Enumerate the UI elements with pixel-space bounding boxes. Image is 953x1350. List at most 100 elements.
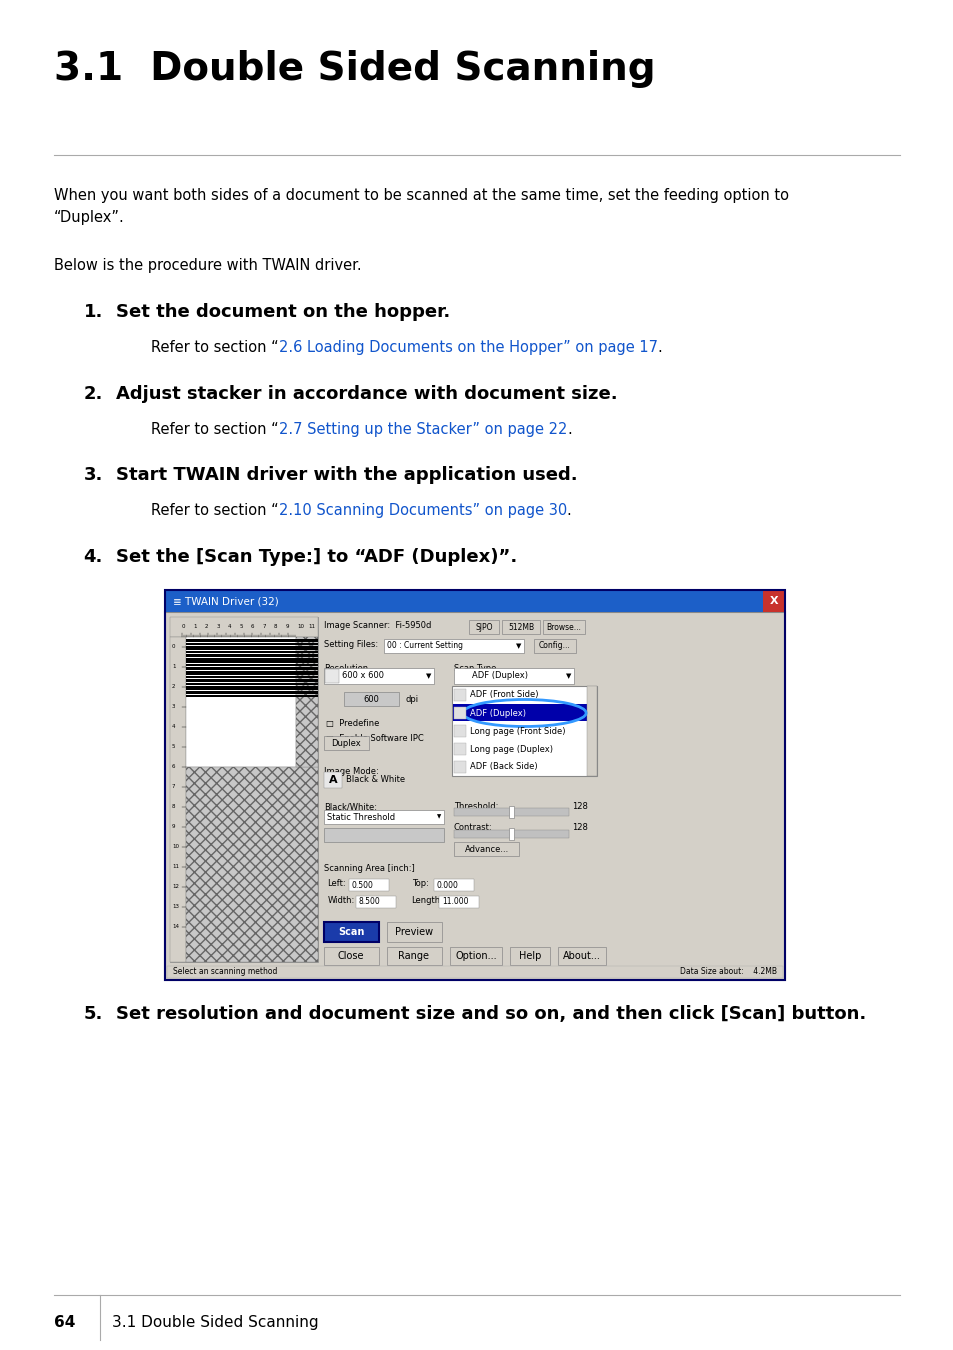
Text: 3: 3 bbox=[216, 625, 220, 629]
Bar bbox=[509, 806, 514, 818]
Text: .: . bbox=[566, 423, 571, 437]
Text: 14: 14 bbox=[172, 925, 179, 930]
Text: 64: 64 bbox=[54, 1315, 75, 1330]
Text: Set the [Scan Type:] to “ADF (Duplex)”.: Set the [Scan Type:] to “ADF (Duplex)”. bbox=[116, 548, 517, 566]
Text: 4.: 4. bbox=[84, 548, 103, 566]
Text: Scanning Area [inch:]: Scanning Area [inch:] bbox=[324, 864, 415, 873]
Text: ▼: ▼ bbox=[516, 643, 521, 649]
Text: 5.: 5. bbox=[84, 1004, 103, 1023]
Text: Close: Close bbox=[337, 950, 364, 961]
Text: 9: 9 bbox=[285, 625, 289, 629]
Text: Adjust stacker in accordance with document size.: Adjust stacker in accordance with docume… bbox=[116, 385, 617, 404]
Text: 10: 10 bbox=[296, 625, 304, 629]
Text: Width:: Width: bbox=[328, 896, 355, 905]
Text: 1: 1 bbox=[193, 625, 196, 629]
Bar bbox=[186, 679, 317, 682]
Bar bbox=[325, 670, 338, 683]
Text: dpi: dpi bbox=[406, 694, 418, 703]
Text: □  Enable Software IPC: □ Enable Software IPC bbox=[326, 734, 423, 743]
Text: ▼: ▼ bbox=[426, 674, 432, 679]
Text: Refer to section “: Refer to section “ bbox=[151, 504, 278, 518]
Bar bbox=[324, 736, 369, 751]
Bar bbox=[167, 967, 782, 977]
Bar bbox=[438, 896, 478, 909]
Bar bbox=[165, 590, 784, 612]
Bar bbox=[510, 946, 550, 965]
Bar bbox=[509, 828, 514, 840]
Bar bbox=[454, 842, 518, 856]
Text: Option...: Option... bbox=[455, 950, 497, 961]
Text: X: X bbox=[769, 595, 778, 606]
Text: Start TWAIN driver with the application used.: Start TWAIN driver with the application … bbox=[116, 466, 577, 485]
Text: 3.1  Double Sided Scanning: 3.1 Double Sided Scanning bbox=[54, 50, 655, 88]
Text: 4: 4 bbox=[172, 725, 175, 729]
Bar bbox=[186, 637, 295, 767]
Text: About...: About... bbox=[562, 950, 600, 961]
Bar bbox=[454, 707, 465, 720]
Text: 3.1 Double Sided Scanning: 3.1 Double Sided Scanning bbox=[112, 1315, 318, 1330]
Text: 1: 1 bbox=[172, 664, 175, 670]
Text: Below is the procedure with TWAIN driver.: Below is the procedure with TWAIN driver… bbox=[54, 258, 361, 273]
Text: ADF (Duplex): ADF (Duplex) bbox=[472, 671, 527, 680]
Text: 600: 600 bbox=[363, 694, 378, 703]
Bar bbox=[324, 946, 378, 965]
Text: Config...: Config... bbox=[538, 641, 570, 651]
Text: 6: 6 bbox=[251, 625, 254, 629]
Text: Range: Range bbox=[398, 950, 429, 961]
Text: 00 : Current Setting: 00 : Current Setting bbox=[387, 641, 462, 651]
Text: 2.10 Scanning Documents” on page 30: 2.10 Scanning Documents” on page 30 bbox=[278, 504, 566, 518]
Text: Black & White: Black & White bbox=[346, 775, 405, 784]
Bar bbox=[501, 620, 539, 634]
Text: Top:: Top: bbox=[412, 879, 429, 888]
Text: ≣ TWAIN Driver (32): ≣ TWAIN Driver (32) bbox=[172, 595, 278, 606]
Text: Select an scanning method: Select an scanning method bbox=[172, 968, 277, 976]
Bar bbox=[186, 683, 317, 684]
Bar bbox=[186, 653, 317, 657]
Bar bbox=[534, 639, 576, 653]
Bar bbox=[186, 676, 317, 678]
Text: 13: 13 bbox=[172, 904, 179, 910]
Text: 128: 128 bbox=[572, 802, 587, 811]
Text: ADF (Back Side): ADF (Back Side) bbox=[470, 763, 537, 771]
Text: 8: 8 bbox=[172, 805, 175, 810]
Text: 600 x 600: 600 x 600 bbox=[341, 671, 384, 680]
Bar bbox=[355, 896, 395, 909]
Text: 0.000: 0.000 bbox=[436, 880, 458, 890]
Text: 7: 7 bbox=[262, 625, 266, 629]
Text: 11: 11 bbox=[172, 864, 179, 869]
Bar bbox=[558, 946, 605, 965]
Bar bbox=[186, 667, 317, 670]
Bar bbox=[454, 830, 568, 838]
Text: ADF (Front Side): ADF (Front Side) bbox=[470, 690, 537, 699]
Bar bbox=[186, 695, 317, 697]
Text: Long page (Front Side): Long page (Front Side) bbox=[470, 726, 565, 736]
Text: 128: 128 bbox=[572, 824, 587, 832]
Bar bbox=[454, 761, 465, 774]
Text: 6: 6 bbox=[172, 764, 175, 769]
Bar bbox=[384, 639, 523, 653]
Text: Black/White:: Black/White: bbox=[324, 802, 376, 811]
Bar bbox=[349, 879, 389, 891]
Text: 10: 10 bbox=[172, 845, 179, 849]
Bar bbox=[542, 620, 584, 634]
Text: ▼: ▼ bbox=[566, 674, 571, 679]
Text: Duplex: Duplex bbox=[331, 738, 360, 748]
Bar bbox=[170, 617, 317, 963]
Text: 8: 8 bbox=[274, 625, 277, 629]
Text: Threshold:: Threshold: bbox=[454, 802, 497, 811]
Bar bbox=[295, 637, 317, 767]
Bar bbox=[454, 809, 568, 815]
Bar bbox=[454, 725, 465, 737]
Bar bbox=[324, 828, 443, 842]
Text: 12: 12 bbox=[172, 884, 179, 890]
Text: Scan Type: Scan Type bbox=[454, 664, 496, 674]
Text: SJPO: SJPO bbox=[475, 622, 493, 632]
Text: 4: 4 bbox=[228, 625, 232, 629]
Bar bbox=[762, 590, 784, 612]
Text: 1.: 1. bbox=[84, 302, 103, 321]
Bar bbox=[324, 772, 341, 788]
Bar bbox=[186, 651, 317, 653]
Bar bbox=[387, 946, 441, 965]
Text: 7: 7 bbox=[172, 784, 175, 790]
Text: 3: 3 bbox=[172, 705, 175, 710]
